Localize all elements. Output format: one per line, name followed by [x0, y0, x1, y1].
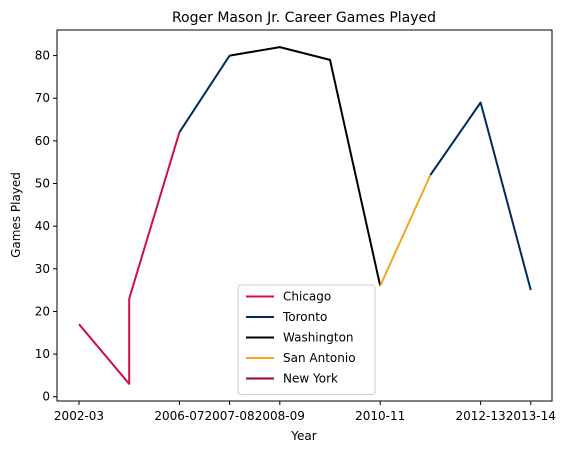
legend-box [237, 284, 376, 395]
y-tick-label: 50 [35, 177, 50, 191]
y-tick-label: 30 [35, 262, 50, 276]
x-tick-label: 2008-09 [255, 409, 305, 423]
y-tick-label: 70 [35, 91, 50, 105]
x-tick-label: 2012-13 [456, 409, 506, 423]
series-line-toronto [429, 101, 532, 291]
series-line-chicago [78, 132, 181, 385]
y-tick-label: 80 [35, 49, 50, 63]
legend-label: Chicago [283, 290, 331, 304]
series-line-washington [229, 46, 382, 287]
plot-frame [56, 29, 553, 402]
x-tick-label: 2013-14 [506, 409, 556, 423]
y-tick-label: 40 [35, 219, 50, 233]
legend: Chicago Toronto Washington San Antonio New Y… [237, 284, 376, 395]
y-axis: 0 10 20 30 40 50 60 70 80 [35, 49, 57, 404]
x-tick-label: 2006-07 [154, 409, 204, 423]
y-axis-label: Games Played [9, 172, 23, 258]
y-tick-label: 0 [42, 390, 50, 404]
legend-label: New York [283, 372, 338, 386]
legend-label: Washington [283, 331, 354, 345]
legend-label: San Antonio [283, 351, 356, 365]
series-line-san-antonio [379, 174, 432, 287]
y-tick-label: 20 [35, 304, 50, 318]
x-tick-label: 2010-11 [355, 409, 405, 423]
y-tick-label: 60 [35, 134, 50, 148]
x-axis-label: Year [290, 429, 316, 443]
chart-title: Roger Mason Jr. Career Games Played [172, 10, 436, 26]
y-tick-label: 10 [35, 347, 50, 361]
series-line-toronto [178, 55, 231, 133]
x-tick-label: 2002-03 [54, 409, 104, 423]
x-axis: 2002-03 2006-07 2007-08 2008-09 2010-11 2012-… [54, 401, 556, 423]
legend-label: Toronto [282, 310, 327, 324]
x-tick-label: 2007-08 [205, 409, 255, 423]
series-lines [78, 46, 532, 385]
